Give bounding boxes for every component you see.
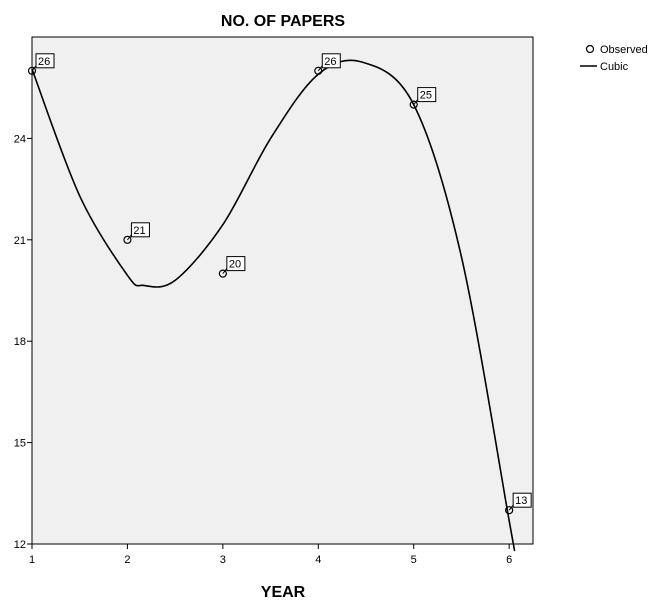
data-label-5: 25 — [420, 90, 432, 102]
x-tick-label-2: 2 — [124, 554, 130, 566]
data-label-leader-5 — [413, 99, 419, 105]
x-tick-label-5: 5 — [411, 554, 417, 566]
data-label-leader-3 — [222, 268, 228, 274]
data-label-6: 13 — [515, 495, 527, 507]
plot-background — [31, 36, 534, 545]
y-tick-label-5: 24 — [14, 133, 26, 145]
observed-point-4 — [314, 66, 323, 75]
y-tick-label-2: 15 — [14, 438, 26, 450]
data-label-box-6 — [512, 492, 532, 508]
data-label-leader-6 — [508, 504, 514, 511]
observed-point-2 — [123, 235, 132, 244]
data-label-2: 21 — [133, 225, 145, 237]
data-label-box-2 — [130, 222, 150, 238]
y-tick-label-3: 18 — [14, 336, 26, 348]
observed-point-3 — [218, 269, 227, 278]
data-label-box-4 — [321, 53, 341, 69]
x-tick-label-1: 1 — [29, 554, 35, 566]
chart-title: NO. OF PAPERS — [221, 13, 345, 30]
data-label-1: 26 — [38, 56, 50, 68]
data-label-4: 26 — [324, 56, 336, 68]
y-tick-label-4: 21 — [14, 235, 26, 247]
data-label-3: 20 — [229, 259, 241, 271]
x-tick-label-3: 3 — [220, 554, 226, 566]
x-axis-title: YEAR — [261, 584, 306, 601]
data-label-leader-4 — [317, 65, 323, 72]
data-label-box-5 — [417, 87, 437, 103]
legend: Observed Cubic — [580, 44, 648, 73]
observed-point-6 — [505, 506, 514, 515]
data-label-leader-2 — [127, 234, 132, 241]
legend-cubic-label: Cubic — [600, 61, 629, 73]
observed-point-1 — [27, 66, 37, 75]
y-tick-label-1: 12 — [14, 539, 26, 551]
x-tick-label-6: 6 — [506, 554, 512, 566]
data-label-box-3 — [226, 256, 246, 272]
legend-observed-label: Observed — [600, 44, 648, 56]
x-tick-label-4: 4 — [315, 554, 321, 566]
data-label-leader-1 — [31, 65, 37, 72]
legend-observed-marker — [585, 44, 595, 54]
data-label-box-1 — [35, 53, 55, 69]
cubic-fit-line — [31, 59, 516, 552]
observed-point-5 — [409, 100, 418, 109]
